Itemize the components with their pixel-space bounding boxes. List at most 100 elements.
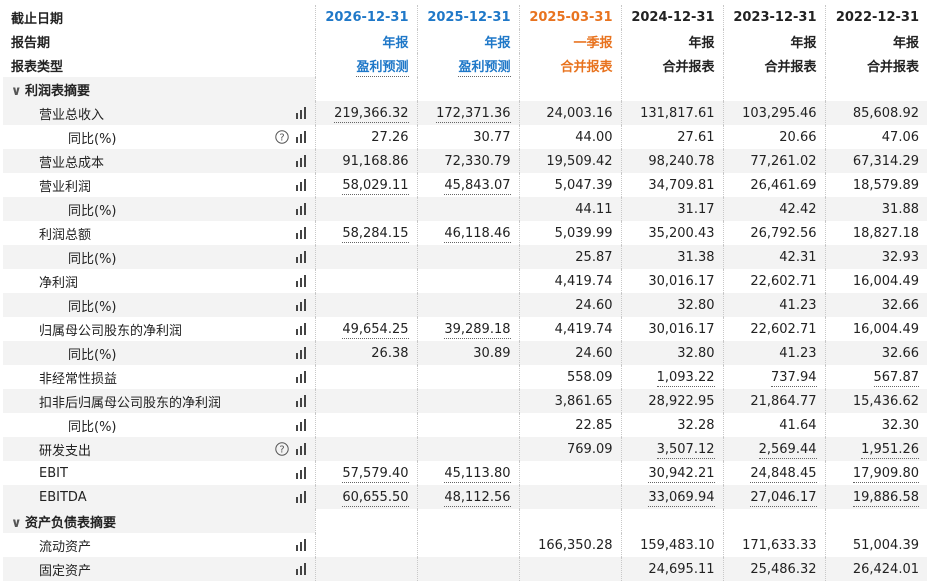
collapse-chevron[interactable]: ∨ (11, 83, 22, 99)
header-cell: 年报 (824, 29, 927, 53)
value-cell (416, 389, 519, 413)
cell-value: 171,633.33 (742, 537, 817, 553)
value-cell: 769.09 (518, 437, 621, 461)
chart-icon[interactable] (295, 371, 307, 383)
cell-value: 16,004.49 (852, 321, 919, 337)
cell-value: 35,200.43 (648, 225, 715, 241)
cell-value: 24,695.11 (648, 561, 715, 577)
cell-value: 18,579.89 (852, 177, 919, 193)
value-cell: 26,461.69 (722, 173, 825, 197)
value-cell: 4,419.74 (518, 317, 621, 341)
value-cell: 1,951.26 (824, 437, 927, 461)
financial-table: 截止日期 2026-12-31 2025-12-31 2025-03-31 2024-1… (3, 5, 927, 581)
cell-value: 3,507.12 (656, 441, 715, 459)
cell-value: 47.06 (881, 129, 919, 145)
value-cell: 30,942.21 (620, 461, 723, 485)
page: {"header":{"labels":["截止日期","报告期","报表类型"… (0, 5, 935, 588)
header-cell: 2024-12-31 (620, 5, 723, 29)
chart-icon[interactable] (295, 107, 307, 119)
value-cell: 567.87 (824, 365, 927, 389)
cell-value: 21,864.77 (750, 393, 817, 409)
data-row: 非经常性损益 558.09 1,093.22 737.94 567.87 (3, 365, 927, 389)
value-cell: 42.42 (722, 197, 825, 221)
cell-value: 30,016.17 (648, 321, 715, 337)
chart-icon[interactable] (295, 491, 307, 503)
chart-icon[interactable] (295, 179, 307, 191)
value-cell: 85,608.92 (824, 101, 927, 125)
chart-icon[interactable] (295, 539, 307, 551)
chart-icon[interactable] (295, 347, 307, 359)
value-cell (314, 437, 417, 461)
value-cell: 72,330.79 (416, 149, 519, 173)
value-cell: 15,436.62 (824, 389, 927, 413)
chart-icon[interactable] (295, 395, 307, 407)
cell-value: 41.64 (779, 417, 817, 433)
data-row: 扣非后归属母公司股东的净利润 3,861.65 28,922.95 21,864.77… (3, 389, 927, 413)
data-row: 同比(%) 44.11 31.17 42.42 31.88 (3, 197, 927, 221)
data-row: 同比(%) 24.60 32.80 41.23 32.66 (3, 293, 927, 317)
chart-icon[interactable] (295, 419, 307, 431)
header-text: 年报 (382, 35, 409, 51)
value-cell: 31.38 (620, 245, 723, 269)
chart-icon[interactable] (295, 131, 307, 143)
header-cell: 合并报表 (722, 53, 825, 77)
value-cell: 16,004.49 (824, 269, 927, 293)
cell-value: 77,261.02 (750, 153, 817, 169)
cell-value: 737.94 (771, 369, 817, 387)
value-cell: 2,569.44 (722, 437, 825, 461)
value-cell: 45,843.07 (416, 173, 519, 197)
cell-value: 22.85 (575, 417, 613, 433)
header-text: 年报 (790, 35, 817, 51)
svg-text:?: ? (279, 445, 284, 456)
value-cell: 27,046.17 (722, 485, 825, 509)
value-cell (314, 557, 417, 581)
row-label: 营业总收入 (3, 101, 315, 125)
value-cell: 41.23 (722, 341, 825, 365)
cell-value: 30,942.21 (648, 465, 715, 483)
value-cell: 28,922.95 (620, 389, 723, 413)
value-cell: 737.94 (722, 365, 825, 389)
chart-icon[interactable] (295, 563, 307, 575)
row-label: 利润总额 (3, 221, 315, 245)
help-icon[interactable]: ? (274, 130, 289, 144)
row-label-text: 营业总成本 (39, 155, 105, 171)
header-label: 报表类型 (11, 59, 64, 75)
value-cell: 26,792.56 (722, 221, 825, 245)
value-cell: 30,016.17 (620, 317, 723, 341)
collapse-chevron[interactable]: ∨ (11, 515, 22, 531)
chart-icon[interactable] (295, 467, 307, 479)
value-cell: 33,069.94 (620, 485, 723, 509)
help-icon[interactable]: ? (274, 442, 289, 456)
row-label: EBIT (3, 461, 315, 485)
cell-value: 32.80 (677, 297, 715, 313)
chart-icon[interactable] (295, 203, 307, 215)
value-cell (824, 509, 927, 533)
value-cell: 98,240.78 (620, 149, 723, 173)
value-cell: 20.66 (722, 125, 825, 149)
chart-icon[interactable] (295, 155, 307, 167)
header-cell: 合并报表 (620, 53, 723, 77)
value-cell (314, 389, 417, 413)
row-label: 同比(%)? (3, 125, 315, 149)
svg-text:?: ? (279, 133, 284, 144)
cell-value: 32.66 (881, 297, 919, 313)
value-cell (620, 509, 723, 533)
value-cell (314, 197, 417, 221)
header-text: 合并报表 (662, 59, 715, 75)
cell-value: 24.60 (575, 297, 613, 313)
value-cell: 172,371.36 (416, 101, 519, 125)
cell-value: 1,951.26 (861, 441, 919, 459)
chart-icon[interactable] (295, 275, 307, 287)
cell-value: 91,168.86 (342, 153, 409, 169)
cell-value: 5,047.39 (554, 177, 613, 193)
chart-icon[interactable] (295, 299, 307, 311)
value-cell (722, 77, 825, 101)
chart-icon[interactable] (295, 323, 307, 335)
cell-value: 41.23 (779, 345, 817, 361)
cell-value: 32.80 (677, 345, 715, 361)
chart-icon[interactable] (295, 227, 307, 239)
header-row: 报表类型 盈利预测 盈利预测 合并报表 合并报表 合并报表 合并报表 (3, 53, 927, 77)
cell-value: 34,709.81 (648, 177, 715, 193)
chart-icon[interactable] (295, 251, 307, 263)
chart-icon[interactable] (295, 443, 307, 455)
